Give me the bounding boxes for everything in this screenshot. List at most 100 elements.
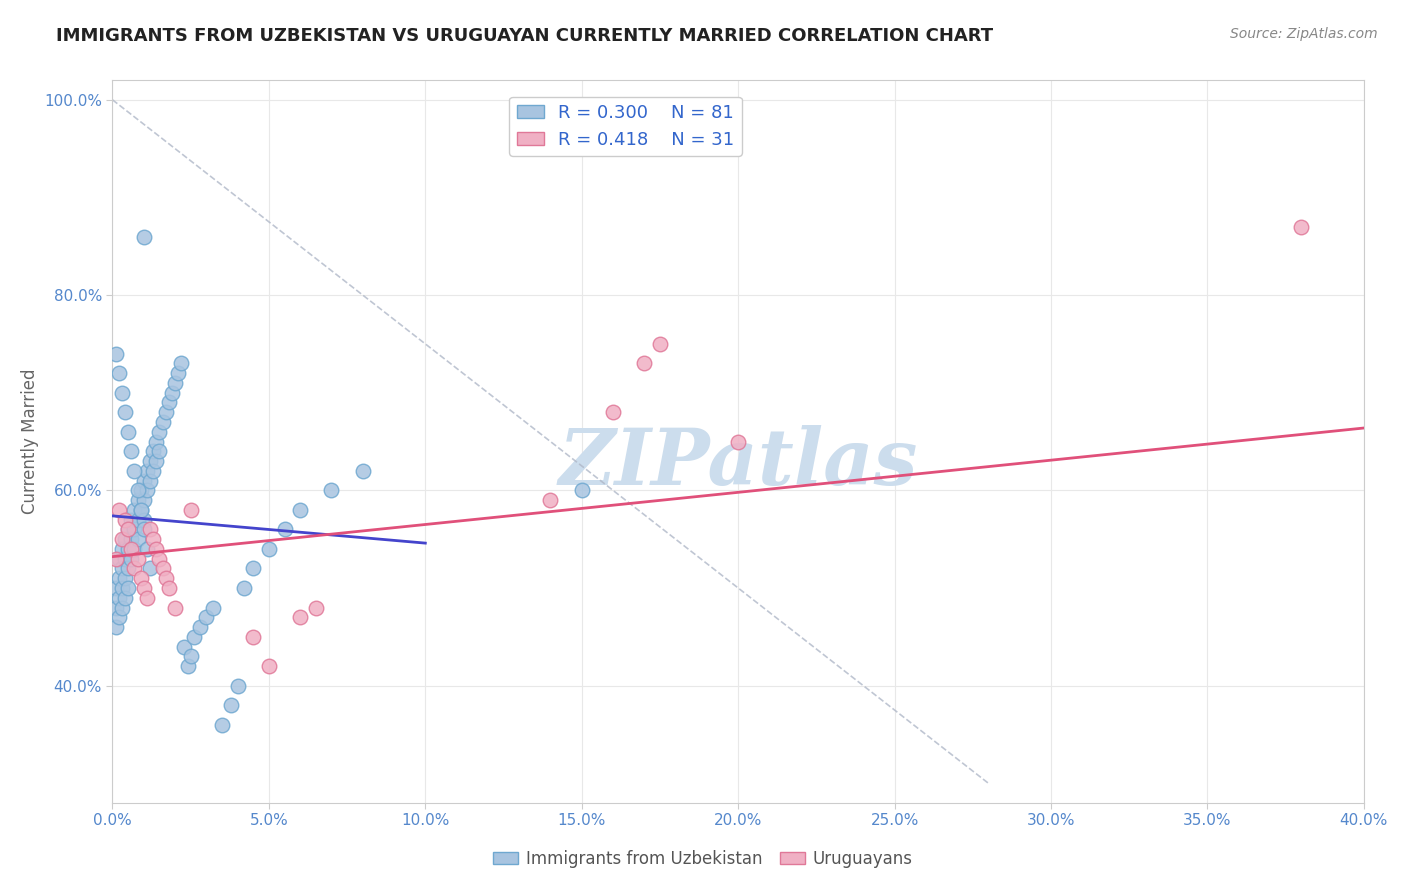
Legend: R = 0.300    N = 81, R = 0.418    N = 31: R = 0.300 N = 81, R = 0.418 N = 31	[509, 96, 741, 156]
Point	[540, 493, 562, 508]
Point	[139, 523, 162, 537]
Point	[135, 591, 157, 605]
Point	[114, 532, 136, 546]
Point	[132, 523, 155, 537]
Point	[114, 551, 136, 566]
Point	[145, 541, 167, 556]
Text: IMMIGRANTS FROM UZBEKISTAN VS URUGUAYAN CURRENTLY MARRIED CORRELATION CHART: IMMIGRANTS FROM UZBEKISTAN VS URUGUAYAN …	[56, 27, 994, 45]
Point	[129, 571, 152, 585]
Point	[127, 551, 149, 566]
Point	[120, 444, 142, 458]
Point	[124, 503, 146, 517]
Point	[124, 523, 146, 537]
Point	[120, 532, 142, 546]
Point	[132, 474, 155, 488]
Point	[602, 405, 624, 419]
Point	[195, 610, 218, 624]
Point	[242, 630, 264, 644]
Point	[132, 513, 155, 527]
Point	[176, 659, 198, 673]
Point	[221, 698, 243, 713]
Point	[132, 493, 155, 508]
Point	[111, 561, 134, 575]
Point	[124, 464, 146, 478]
Point	[135, 483, 157, 498]
Point	[135, 541, 157, 556]
Point	[142, 444, 165, 458]
Point	[111, 581, 134, 595]
Point	[211, 717, 233, 731]
Point	[145, 454, 167, 468]
Point	[104, 346, 127, 360]
Point	[290, 503, 312, 517]
Point	[148, 551, 170, 566]
Point	[117, 561, 139, 575]
Point	[242, 561, 264, 575]
Point	[152, 415, 174, 429]
Point	[148, 444, 170, 458]
Point	[273, 523, 295, 537]
Point	[183, 630, 205, 644]
Point	[120, 551, 142, 566]
Point	[117, 523, 139, 537]
Point	[257, 659, 280, 673]
Point	[157, 395, 180, 409]
Point	[155, 405, 177, 419]
Point	[170, 356, 193, 370]
Point	[124, 561, 146, 575]
Point	[163, 600, 186, 615]
Point	[111, 541, 134, 556]
Point	[232, 581, 254, 595]
Point	[117, 425, 139, 439]
Point	[139, 561, 162, 575]
Point	[120, 513, 142, 527]
Point	[1291, 219, 1313, 234]
Point	[114, 591, 136, 605]
Point	[127, 513, 149, 527]
Point	[155, 571, 177, 585]
Text: ZIPatlas: ZIPatlas	[558, 425, 918, 501]
Point	[142, 532, 165, 546]
Point	[107, 366, 129, 380]
Point	[321, 483, 343, 498]
Point	[114, 571, 136, 585]
Point	[201, 600, 224, 615]
Point	[180, 649, 202, 664]
Point	[148, 425, 170, 439]
Point	[127, 483, 149, 498]
Point	[114, 405, 136, 419]
Legend: Immigrants from Uzbekistan, Uruguayans: Immigrants from Uzbekistan, Uruguayans	[486, 844, 920, 875]
Point	[120, 541, 142, 556]
Point	[145, 434, 167, 449]
Text: Source: ZipAtlas.com: Source: ZipAtlas.com	[1230, 27, 1378, 41]
Point	[132, 581, 155, 595]
Point	[305, 600, 328, 615]
Point	[104, 581, 127, 595]
Point	[107, 551, 129, 566]
Point	[111, 600, 134, 615]
Point	[226, 679, 249, 693]
Point	[129, 503, 152, 517]
Point	[352, 464, 374, 478]
Point	[257, 541, 280, 556]
Point	[129, 483, 152, 498]
Point	[290, 610, 312, 624]
Point	[163, 376, 186, 390]
Point	[648, 337, 671, 351]
Point	[142, 464, 165, 478]
Point	[571, 483, 593, 498]
Point	[111, 532, 134, 546]
Point	[104, 600, 127, 615]
Point	[107, 571, 129, 585]
Point	[132, 229, 155, 244]
Point	[127, 493, 149, 508]
Point	[167, 366, 190, 380]
Point	[104, 620, 127, 634]
Point	[633, 356, 655, 370]
Point	[111, 385, 134, 400]
Point	[173, 640, 195, 654]
Point	[129, 503, 152, 517]
Point	[160, 385, 183, 400]
Point	[727, 434, 749, 449]
Point	[104, 551, 127, 566]
